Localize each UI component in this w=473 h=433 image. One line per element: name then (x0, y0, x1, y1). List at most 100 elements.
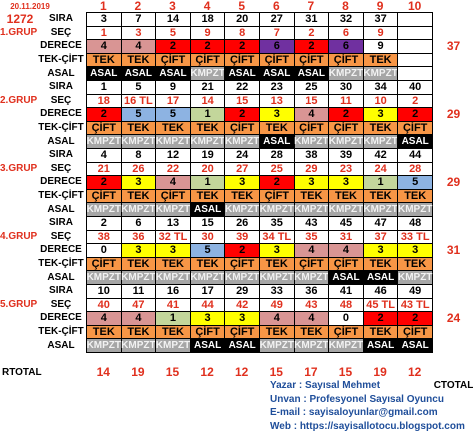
asal-cell: KMPZT (86, 338, 122, 353)
tek-cift-cell: TEK (259, 324, 295, 340)
sec-cell: 49 (259, 297, 295, 313)
derece-cell: 3 (259, 107, 295, 122)
empty-cell (397, 52, 433, 68)
asal-cell: KMPZT (397, 270, 433, 285)
asal-cell: ASAL (259, 134, 295, 149)
asal-cell: KMPZT (362, 134, 399, 149)
derece-cell: 3 (259, 243, 295, 258)
asal-cell: KMPZT (86, 202, 122, 217)
asal-cell: KMPZT (224, 134, 260, 149)
asal-cell: KMPZT (293, 202, 330, 217)
sira-cell: 21 (189, 80, 226, 95)
sec-cell: 10 (362, 93, 399, 109)
sira-cell: 45 (328, 216, 364, 231)
tek-cift-cell: ÇİFT (259, 52, 295, 68)
group-label: 1.GRUP (0, 26, 38, 38)
tek-cift-cell: TEK (362, 256, 399, 272)
footer-line: Unvan : Profesyonel Sayısal Oyuncu (270, 393, 444, 405)
derece-cell: 0 (86, 243, 122, 258)
sira-cell: 22 (224, 80, 260, 95)
tek-cift-cell: ÇİFT (224, 120, 260, 136)
derece-cell: 3 (328, 175, 364, 190)
derece-cell: 2 (362, 311, 399, 326)
row-label: TEK-ÇİFT (38, 122, 84, 134)
tek-cift-cell: ÇİFT (397, 324, 433, 340)
asal-cell: KMPZT (120, 134, 157, 149)
tek-cift-cell: TEK (120, 120, 157, 136)
asal-cell: ASAL (120, 66, 157, 81)
sec-cell: 23 (328, 161, 364, 177)
ctotal-label: CTOTAL (433, 380, 473, 392)
sira-cell: 9 (155, 80, 191, 95)
tek-cift-cell: ÇİFT (328, 120, 364, 136)
sira-cell: 11 (120, 284, 157, 299)
tek-cift-cell: TEK (362, 188, 399, 204)
sira-cell: 8 (120, 148, 157, 163)
sec-cell: 47 (120, 297, 157, 313)
asal-cell: ASAL (189, 338, 226, 353)
tek-cift-cell: TEK (397, 256, 433, 272)
tek-cift-cell: TEK (259, 256, 295, 272)
sira-cell: 2 (86, 216, 122, 231)
sec-cell: 5 (155, 25, 191, 41)
derece-cell: 3 (120, 243, 157, 258)
sira-cell: 36 (293, 284, 330, 299)
row-label: SIRA (49, 217, 73, 229)
derece-cell: 2 (328, 107, 364, 122)
row-label: DERECE (40, 40, 82, 52)
sec-cell: 24 (362, 161, 399, 177)
tek-cift-cell: ÇİFT (259, 188, 295, 204)
asal-cell: ASAL (328, 270, 364, 285)
asal-cell: KMPZT (155, 202, 191, 217)
sec-cell: 14 (189, 93, 226, 109)
sec-cell: 43 (293, 297, 330, 313)
tek-cift-cell: ÇİFT (86, 120, 122, 136)
derece-cell: 3 (224, 311, 260, 326)
tek-cift-cell: ÇİFT (189, 324, 226, 340)
asal-cell: ASAL (155, 66, 191, 81)
sira-cell: 39 (328, 148, 364, 163)
row-label: TEK-ÇİFT (38, 326, 84, 338)
tek-cift-cell: TEK (259, 120, 295, 136)
column-number: 7 (307, 0, 315, 13)
sec-cell: 29 (293, 161, 330, 177)
derece-cell: 3 (120, 175, 157, 190)
derece-cell: 5 (397, 175, 433, 190)
sec-cell: 26 (120, 161, 157, 177)
asal-cell: KMPZT (189, 134, 226, 149)
rtotal-value: 14 (96, 365, 110, 380)
rtotal-value: 15 (269, 365, 283, 380)
sira-cell: 46 (362, 284, 399, 299)
tek-cift-cell: ÇİFT (189, 52, 226, 68)
tek-cift-cell: TEK (86, 324, 122, 340)
sira-cell: 24 (224, 148, 260, 163)
tek-cift-cell: ÇİFT (155, 52, 191, 68)
column-number: 6 (272, 0, 280, 13)
row-label: SIRA (49, 13, 73, 25)
sec-cell: 27 (224, 161, 260, 177)
sec-cell: 2 (397, 93, 433, 109)
rtotal-value: 12 (235, 365, 249, 380)
sira-cell: 44 (397, 148, 433, 163)
empty-cell (397, 12, 433, 27)
tek-cift-cell: TEK (155, 120, 191, 136)
row-label: ASAL (47, 135, 75, 147)
asal-cell: ASAL (189, 202, 226, 217)
tek-cift-cell: TEK (120, 188, 157, 204)
tek-cift-cell: TEK (86, 52, 122, 68)
column-number: 2 (134, 0, 142, 13)
sira-cell: 27 (259, 12, 295, 27)
group-label: 5.GRUP (0, 298, 38, 310)
asal-cell: KMPZT (189, 66, 226, 81)
tek-cift-cell: ÇİFT (86, 188, 122, 204)
asal-cell: KMPZT (120, 202, 157, 217)
derece-cell: 3 (362, 107, 399, 122)
asal-cell: KMPZT (86, 134, 122, 149)
tek-cift-cell: ÇİFT (224, 256, 260, 272)
sec-cell: 2 (293, 25, 330, 41)
sira-cell: 17 (189, 284, 226, 299)
row-label: SEÇ (50, 230, 72, 242)
derece-cell: 4 (293, 311, 330, 326)
footer-line: E-mail : sayisaloyunlar@gmail.com (270, 407, 438, 419)
tek-cift-cell: TEK (293, 324, 330, 340)
